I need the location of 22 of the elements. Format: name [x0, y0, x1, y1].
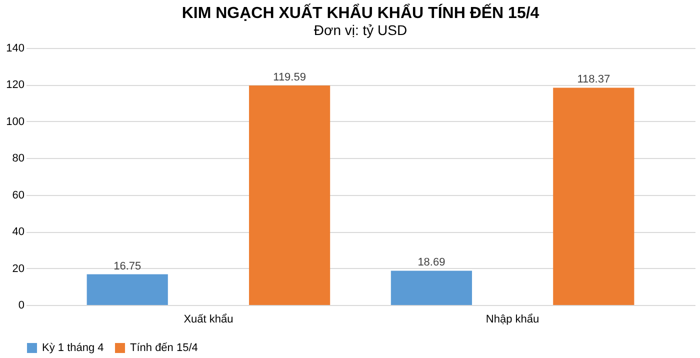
y-tick-label: 40 [12, 226, 24, 238]
chart-subtitle: Đơn vị: tỷ USD [314, 22, 408, 38]
x-tick-label: Xuất khẩu [184, 314, 234, 326]
bar [249, 85, 330, 305]
legend-label: Tính đến 15/4 [130, 342, 198, 354]
data-label: 18.69 [418, 256, 446, 269]
legend-label: Kỳ 1 tháng 4 [42, 342, 104, 354]
data-label: 118.37 [577, 74, 610, 86]
data-label: 119.59 [273, 71, 306, 84]
bar [553, 88, 634, 305]
x-tick-label: Nhập khẩu [486, 314, 540, 326]
bar [390, 270, 472, 305]
chart-title: KIM NGẠCH XUẤT KHẨU KHẨU TÍNH ĐẾN 15/4 [182, 3, 540, 22]
y-tick-label: 80 [12, 152, 24, 165]
y-tick-label: 100 [6, 116, 24, 128]
data-label: 16.75 [114, 260, 142, 272]
y-tick-label: 140 [6, 42, 24, 54]
y-tick-label: 120 [6, 79, 24, 92]
y-tick-label: 0 [18, 300, 24, 312]
y-tick-label: 60 [12, 189, 24, 202]
y-tick-label: 20 [12, 262, 24, 275]
bar [86, 274, 168, 305]
